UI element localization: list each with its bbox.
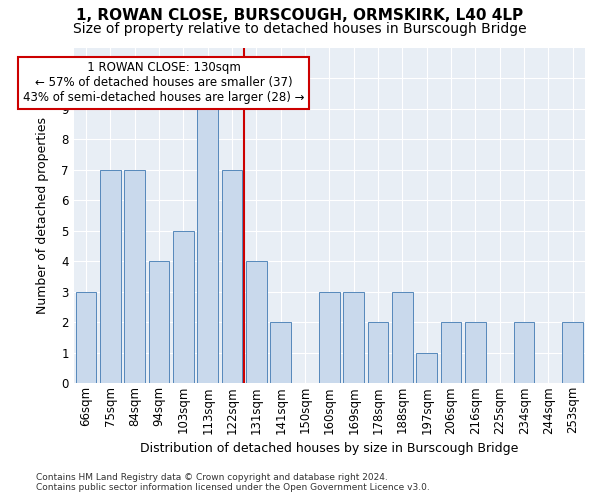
Bar: [343, 292, 364, 384]
Bar: [465, 322, 486, 384]
Text: Contains HM Land Registry data © Crown copyright and database right 2024.
Contai: Contains HM Land Registry data © Crown c…: [36, 473, 430, 492]
Y-axis label: Number of detached properties: Number of detached properties: [35, 117, 49, 314]
Text: 1 ROWAN CLOSE: 130sqm   
← 57% of detached houses are smaller (37)
43% of semi-d: 1 ROWAN CLOSE: 130sqm ← 57% of detached …: [23, 61, 305, 104]
Bar: [368, 322, 388, 384]
Bar: [441, 322, 461, 384]
X-axis label: Distribution of detached houses by size in Burscough Bridge: Distribution of detached houses by size …: [140, 442, 518, 455]
Bar: [319, 292, 340, 384]
Bar: [416, 352, 437, 384]
Bar: [100, 170, 121, 384]
Bar: [173, 230, 194, 384]
Bar: [197, 108, 218, 384]
Bar: [149, 261, 169, 384]
Bar: [514, 322, 535, 384]
Bar: [271, 322, 291, 384]
Bar: [392, 292, 413, 384]
Text: 1, ROWAN CLOSE, BURSCOUGH, ORMSKIRK, L40 4LP: 1, ROWAN CLOSE, BURSCOUGH, ORMSKIRK, L40…: [76, 8, 524, 22]
Bar: [124, 170, 145, 384]
Text: Size of property relative to detached houses in Burscough Bridge: Size of property relative to detached ho…: [73, 22, 527, 36]
Bar: [562, 322, 583, 384]
Bar: [76, 292, 97, 384]
Bar: [246, 261, 267, 384]
Bar: [221, 170, 242, 384]
